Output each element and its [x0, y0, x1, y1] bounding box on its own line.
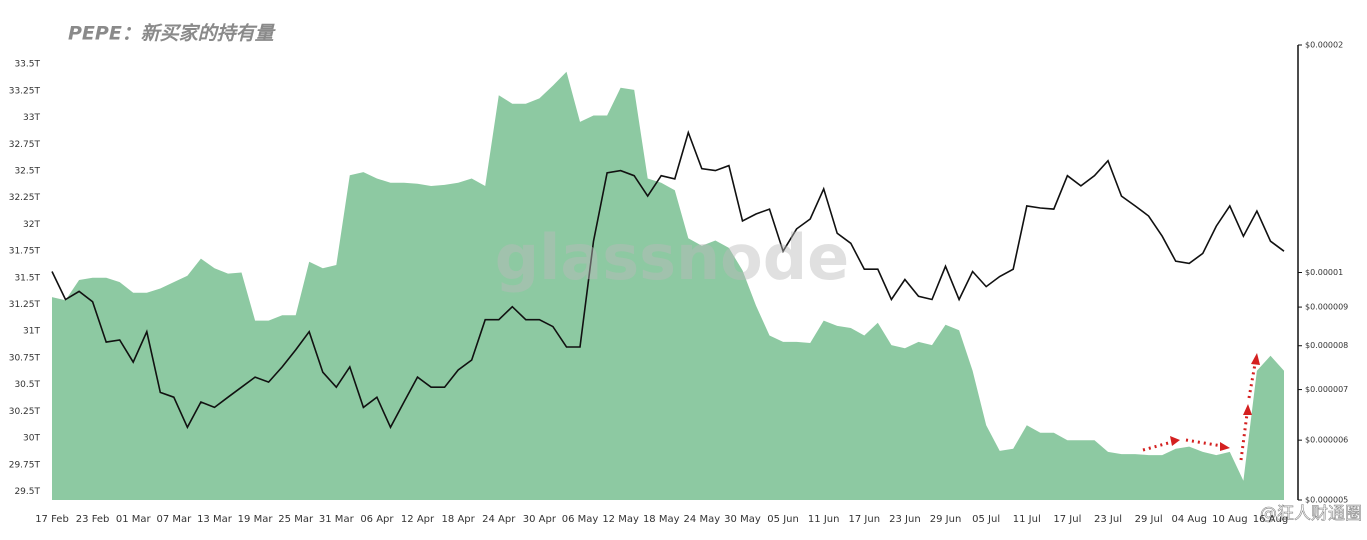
x-tick-label: 12 Apr — [401, 514, 435, 525]
area — [52, 71, 1284, 500]
x-tick-label: 23 Jul — [1094, 514, 1122, 525]
y2-tick-label: $0.000006 — [1305, 436, 1348, 445]
x-tick-label: 07 Mar — [156, 514, 192, 525]
x-tick-label: 25 Mar — [278, 514, 314, 525]
x-tick-label: 06 May — [562, 514, 599, 525]
y-tick-label: 29.5T — [14, 487, 40, 497]
y-tick-label: 29.75T — [9, 460, 41, 470]
annotation-arrows — [1142, 363, 1257, 461]
y2-tick-label: $0.00001 — [1305, 268, 1343, 277]
x-tick-label: 16 Aug — [1253, 514, 1288, 525]
watermark: glassnode — [495, 221, 849, 294]
x-tick-label: 24 May — [684, 514, 721, 525]
source-watermark: @狂人财通圈 — [1260, 504, 1362, 524]
y2-tick-label: $0.000008 — [1305, 341, 1348, 350]
x-tick-label: 06 Apr — [360, 514, 394, 525]
x-tick-label: 29 Jun — [930, 514, 962, 525]
y-tick-label: 31T — [23, 327, 40, 337]
plot-area — [51, 71, 1285, 500]
arrow-head — [1251, 353, 1260, 365]
x-tick-label: 17 Jun — [849, 514, 881, 525]
y-tick-label: 30.5T — [14, 380, 40, 390]
x-tick-label: 18 May — [643, 514, 680, 525]
arrow-heads — [1170, 353, 1260, 451]
x-tick-label: 19 Mar — [238, 514, 274, 525]
y-tick-label: 30.25T — [9, 407, 41, 417]
arrow-head — [1170, 436, 1180, 446]
x-tick-label: 30 May — [724, 514, 761, 525]
y2-tick-label: $0.000009 — [1305, 303, 1348, 312]
y-tick-label: 32T — [23, 220, 40, 230]
x-tick-label: 29 Jul — [1135, 514, 1163, 525]
x-tick-label: 04 Aug — [1172, 514, 1207, 525]
y-tick-label: 33.5T — [14, 60, 40, 70]
y2-tick-label: $0.000005 — [1305, 496, 1348, 505]
y-tick-label: 31.75T — [9, 247, 41, 257]
arrow — [1239, 413, 1249, 461]
y-tick-label: 33T — [23, 113, 40, 123]
arrow-head — [1220, 442, 1230, 451]
x-tick-label: 13 Mar — [197, 514, 233, 525]
x-tick-label: 10 Aug — [1212, 514, 1247, 525]
y2-tick-label: $0.00002 — [1305, 41, 1343, 50]
y-tick-label: 32.25T — [9, 193, 41, 203]
x-tick-label: 23 Feb — [76, 514, 110, 525]
y-tick-label: 32.5T — [14, 167, 40, 177]
x-tick-label: 24 Apr — [482, 514, 516, 525]
arrow — [1247, 363, 1257, 399]
x-tick-label: 17 Feb — [35, 514, 69, 525]
y-tick-label: 30T — [23, 434, 40, 444]
x-tick-label: 11 Jun — [808, 514, 840, 525]
y-tick-label: 32.75T — [9, 140, 41, 150]
x-tick-label: 23 Jun — [889, 514, 921, 525]
y2-tick-label: $0.000007 — [1305, 385, 1348, 394]
price-line — [51, 129, 1285, 430]
arrow — [1185, 438, 1223, 448]
y-tick-label: 31.5T — [14, 273, 40, 283]
x-tick-label: 31 Mar — [319, 514, 355, 525]
y-tick-label: 30.75T — [9, 353, 41, 363]
y-tick-label: 31.25T — [9, 300, 41, 310]
x-tick-label: 11 Jul — [1013, 514, 1041, 525]
x-tick-label: 18 Apr — [442, 514, 476, 525]
x-tick-label: 30 Apr — [523, 514, 557, 525]
arrow — [1142, 440, 1173, 452]
x-tick-label: 05 Jun — [767, 514, 799, 525]
arrow-head — [1243, 404, 1252, 415]
x-tick-label: 01 Mar — [116, 514, 152, 525]
x-tick-label: 05 Jul — [972, 514, 1000, 525]
chart-title: PEPE：新买家的持有量 — [68, 23, 276, 45]
y-tick-label: 33.25T — [9, 86, 41, 96]
x-tick-label: 12 May — [602, 514, 639, 525]
x-tick-label: 17 Jul — [1053, 514, 1081, 525]
